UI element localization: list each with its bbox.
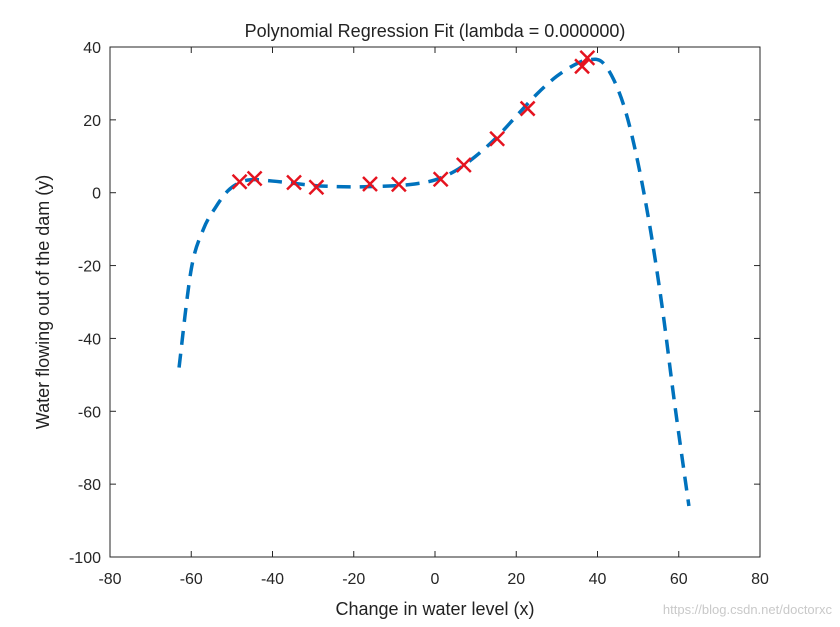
data-point-stroke <box>286 174 302 191</box>
y-tick-label: 20 <box>83 113 101 130</box>
x-tick-label: 60 <box>670 571 688 588</box>
ticks: -80 -60 -40 -20 0 20 40 60 80 -100 -80 -60 -40 -20 0 20… <box>69 40 769 588</box>
data-point-stroke <box>519 100 536 117</box>
y-tick-label: -80 <box>78 477 101 494</box>
data-point <box>519 100 536 117</box>
x-tick-label: 20 <box>507 571 525 588</box>
data-point <box>432 171 449 188</box>
data-point-stroke <box>455 157 472 173</box>
data-point <box>574 58 590 75</box>
data-point-stroke <box>362 176 378 192</box>
y-tick-label: 0 <box>92 186 101 203</box>
data-point <box>362 176 378 192</box>
data-point <box>390 176 407 193</box>
data-point <box>489 130 506 147</box>
y-tick-label: 40 <box>83 40 101 57</box>
x-tick-label: -80 <box>98 571 121 588</box>
x-axis-label: Change in water level (x) <box>335 599 534 619</box>
data-point <box>286 174 302 191</box>
data-point <box>308 179 325 196</box>
data-point <box>231 173 248 190</box>
y-tick-label: -60 <box>78 404 101 421</box>
y-tick-label: -40 <box>78 331 101 348</box>
y-axis-label: Water flowing out of the dam (y) <box>33 175 53 429</box>
data-point-stroke <box>231 173 248 190</box>
data-point-stroke <box>489 130 506 147</box>
data-point-stroke <box>579 50 596 66</box>
data-point <box>455 157 472 173</box>
data-point-stroke <box>390 176 407 193</box>
x-tick-label: -20 <box>342 571 365 588</box>
plot-area <box>109 46 761 558</box>
data-point <box>579 50 596 66</box>
y-tick-label: -100 <box>69 550 101 567</box>
chart-title: Polynomial Regression Fit (lambda = 0.00… <box>245 21 626 41</box>
watermark: https://blog.csdn.net/doctorxc <box>662 602 832 617</box>
data-point-stroke <box>574 58 590 75</box>
x-tick-label: 0 <box>431 571 440 588</box>
fit-curve <box>177 57 691 507</box>
data-point <box>246 170 263 187</box>
x-tick-label: -60 <box>180 571 203 588</box>
data-layer <box>177 50 691 507</box>
x-tick-label: 80 <box>751 571 769 588</box>
y-tick-label: -20 <box>78 259 101 276</box>
data-point-stroke <box>432 171 449 188</box>
data-point-stroke <box>246 170 263 187</box>
x-tick-label: 40 <box>589 571 607 588</box>
x-tick-label: -40 <box>261 571 284 588</box>
data-point-stroke <box>308 179 325 196</box>
plot-frame <box>109 46 761 558</box>
